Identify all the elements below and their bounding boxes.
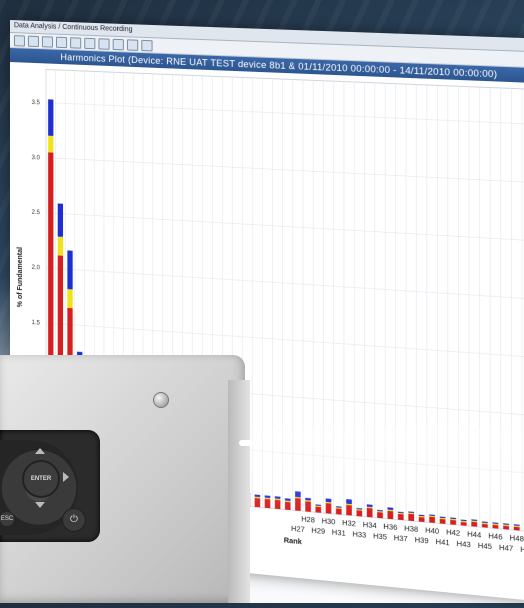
- x-tick-label: H32: [342, 520, 356, 529]
- bar-H43-s0: [461, 522, 467, 526]
- bar-H47-s0: [503, 526, 509, 530]
- x-tick-label: H47: [499, 545, 513, 554]
- power-button[interactable]: ⏻: [62, 508, 86, 532]
- bar-H4-s1: [67, 289, 72, 308]
- x-tick-label: H35: [373, 533, 387, 542]
- x-tick-label: H27: [291, 526, 305, 535]
- y-tick-label: 3.5: [32, 100, 41, 106]
- bar-H2-s2: [48, 99, 53, 136]
- y-tick-label: 3.0: [32, 155, 41, 161]
- enter-button[interactable]: ENTER: [22, 460, 60, 498]
- forward-icon[interactable]: [28, 35, 39, 46]
- x-tick-label: H40: [425, 527, 439, 536]
- print-icon[interactable]: [42, 36, 53, 47]
- table-icon[interactable]: [70, 37, 81, 49]
- x-tick-label: H39: [415, 537, 429, 546]
- export-icon[interactable]: [113, 38, 124, 50]
- bar-H40-s0: [429, 517, 435, 523]
- screw-icon: [153, 392, 169, 408]
- bar-H4-s2: [67, 250, 72, 289]
- y-tick-label: 2.0: [32, 265, 41, 272]
- x-tick-label: H33: [352, 531, 366, 540]
- arrow-down-icon[interactable]: [35, 502, 45, 508]
- back-icon[interactable]: [14, 35, 25, 46]
- arrow-right-icon[interactable]: [63, 472, 69, 482]
- chart-reflection: [220, 427, 524, 515]
- bar-H41-s0: [440, 519, 446, 524]
- settings-icon[interactable]: [98, 38, 109, 50]
- x-tick-label: H28: [301, 516, 315, 525]
- copy-icon[interactable]: [56, 36, 67, 47]
- arrow-up-icon[interactable]: [35, 448, 45, 454]
- refresh-icon[interactable]: [141, 39, 152, 51]
- x-tick-label: H30: [322, 518, 336, 527]
- x-tick-label: H43: [457, 541, 471, 550]
- bar-H46-s0: [493, 525, 499, 529]
- x-tick-label: H41: [436, 539, 450, 548]
- bar-H2-s1: [48, 136, 53, 153]
- y-tick-label: 2.5: [32, 210, 41, 217]
- x-tick-label: H34: [363, 522, 377, 531]
- y-axis-label: % of Fundamental: [17, 247, 24, 308]
- x-axis-label: Rank: [284, 537, 302, 546]
- x-tick-label: H37: [394, 535, 408, 544]
- x-tick-label: H36: [383, 524, 397, 533]
- x-tick-label: H46: [488, 533, 502, 542]
- x-tick-label: H48: [510, 535, 524, 544]
- x-tick-label: H29: [311, 527, 325, 536]
- bar-H45-s0: [482, 524, 488, 528]
- zoom-icon[interactable]: [127, 39, 138, 51]
- x-tick-label: H31: [332, 529, 346, 538]
- device-slot: [239, 440, 253, 446]
- x-tick-label: H45: [478, 543, 492, 552]
- bar-H44-s0: [471, 522, 477, 527]
- esc-button[interactable]: ESC: [0, 512, 14, 526]
- device-side-panel: [228, 380, 250, 603]
- x-tick-label: H42: [446, 529, 460, 538]
- chart-icon[interactable]: [84, 37, 95, 49]
- y-tick-label: 1.5: [32, 320, 41, 327]
- bar-H3-s1: [58, 237, 63, 256]
- x-tick-label: H49: [520, 547, 524, 556]
- x-tick-label: H38: [404, 525, 418, 534]
- bar-H39-s0: [419, 517, 425, 522]
- x-tick-label: H44: [467, 531, 481, 540]
- bar-H42-s0: [450, 520, 456, 525]
- bar-H3-s2: [58, 203, 63, 236]
- bar-H48-s0: [514, 527, 520, 531]
